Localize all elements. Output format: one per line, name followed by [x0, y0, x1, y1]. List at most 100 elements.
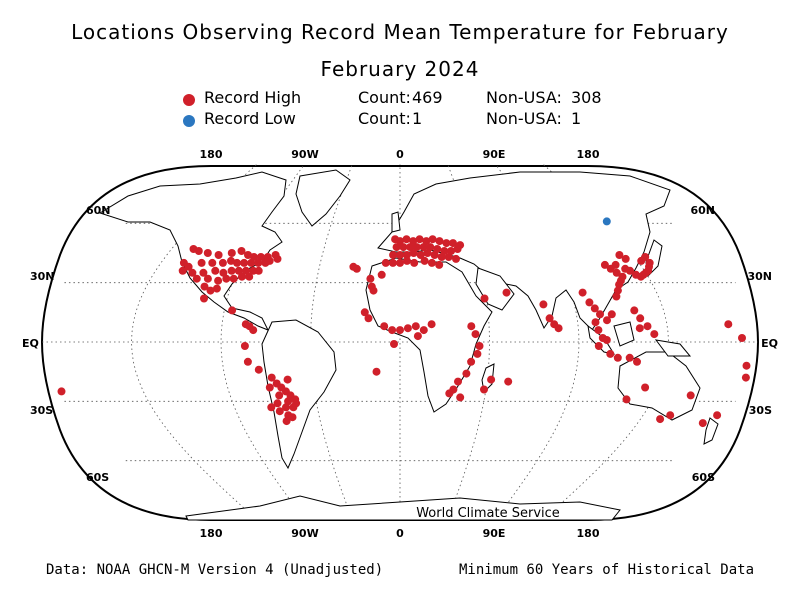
footer-source: Data: NOAA GHCN-M Version 4 (Unadjusted): [46, 562, 384, 578]
record-high-point: [545, 314, 554, 323]
record-high-point: [352, 264, 361, 273]
antarctica: [185, 495, 621, 521]
record-high-point: [416, 251, 425, 259]
record-high-point: [267, 403, 276, 412]
record-high-point: [229, 274, 238, 283]
record-high-point: [402, 251, 411, 259]
bottom-lon-label: 180: [577, 527, 600, 540]
record-high-point: [194, 247, 203, 255]
record-high-point: [409, 249, 418, 257]
record-high-point: [412, 243, 421, 252]
record-high-point: [212, 284, 221, 293]
record-high-point: [635, 324, 644, 333]
record-high-point: [360, 308, 369, 317]
record-high-point: [396, 258, 404, 267]
record-high-point: [265, 256, 274, 265]
record-high-point: [578, 288, 587, 297]
record-high-point: [197, 258, 206, 267]
record-high-point: [502, 288, 511, 297]
record-high-point: [480, 294, 489, 303]
record-high-point: [643, 322, 652, 331]
record-high-point: [200, 294, 208, 303]
record-high-point: [626, 266, 634, 275]
record-high-point: [222, 274, 231, 283]
record-high-point: [633, 357, 641, 366]
record-high-point: [288, 413, 297, 422]
record-high-point: [240, 342, 249, 350]
record-high-point: [265, 383, 274, 392]
top-lon-label: 180: [577, 148, 600, 161]
record-high-point: [419, 326, 428, 335]
record-high-point: [233, 258, 241, 267]
bottom-lon-label: 0: [396, 527, 404, 540]
record-high-point: [372, 367, 381, 376]
record-high-point: [227, 249, 236, 257]
record-high-point: [742, 361, 751, 370]
record-high-point: [480, 385, 488, 394]
record-high-point: [650, 330, 659, 339]
top-lon-label: 90W: [291, 148, 318, 161]
left-lat-label: 60S: [86, 471, 109, 484]
record-high-point: [402, 235, 411, 244]
record-high-point: [403, 324, 412, 333]
record-high-point: [178, 266, 187, 275]
record-high-point: [369, 286, 378, 295]
record-high-point: [456, 393, 465, 402]
record-high-point: [435, 260, 444, 269]
record-high-point: [206, 286, 215, 295]
map-subtitle: February 2024: [320, 57, 480, 81]
record-high-point: [389, 251, 398, 259]
record-high-point: [406, 243, 415, 252]
record-high-point: [554, 324, 563, 333]
record-high-point: [596, 310, 604, 319]
record-high-point: [603, 316, 611, 325]
record-high-point: [390, 340, 398, 348]
record-high-point: [698, 419, 707, 428]
longitude-line: [131, 163, 258, 521]
record-high-point: [585, 298, 594, 307]
legend-low-nonusa-label: Non-USA:: [486, 109, 562, 128]
record-high-point: [227, 266, 236, 275]
bottom-lon-label: 90E: [483, 527, 506, 540]
record-high-point: [284, 397, 293, 406]
record-high-point: [419, 243, 428, 252]
record-high-point: [615, 251, 624, 259]
record-high-point: [437, 253, 446, 261]
record-high-point: [449, 239, 457, 248]
top-lon-label: 180: [200, 148, 223, 161]
right-lat-label: 60N: [690, 204, 715, 217]
record-high-point: [607, 310, 616, 319]
record-high-point: [440, 247, 449, 255]
record-high-point: [602, 336, 611, 344]
record-high-point: [399, 243, 408, 252]
record-low-dot-icon: [183, 115, 195, 127]
record-low-point: [602, 217, 611, 226]
record-high-point: [435, 237, 444, 246]
legend-low-nonusa: 1: [571, 109, 582, 128]
record-high-point: [254, 258, 263, 267]
record-high-point: [427, 320, 436, 329]
record-high-point: [462, 369, 471, 378]
world-map: 180 90W 0 90E 180 180 90W 0 90E 180 60N …: [22, 148, 778, 540]
legend-high-nonusa-label: Non-USA:: [486, 88, 562, 107]
record-high-point: [611, 260, 620, 269]
record-high-point: [415, 235, 424, 244]
record-high-point: [411, 322, 420, 331]
record-high-point: [199, 268, 208, 277]
record-high-point: [636, 314, 645, 323]
record-high-point: [381, 258, 390, 267]
record-high-point: [622, 395, 631, 404]
record-high-point: [504, 377, 513, 386]
record-high-point: [741, 373, 750, 382]
record-high-point: [366, 274, 375, 283]
record-high-point: [242, 266, 250, 275]
record-high-point: [452, 254, 460, 263]
record-high-point: [380, 322, 389, 331]
record-high-point: [184, 262, 193, 271]
top-lon-label: 0: [396, 148, 404, 161]
record-high-point: [637, 256, 646, 265]
legend-low-count: 1: [412, 109, 423, 128]
record-high-point: [467, 357, 476, 366]
record-high-point: [420, 256, 429, 265]
record-high-point: [423, 249, 432, 257]
